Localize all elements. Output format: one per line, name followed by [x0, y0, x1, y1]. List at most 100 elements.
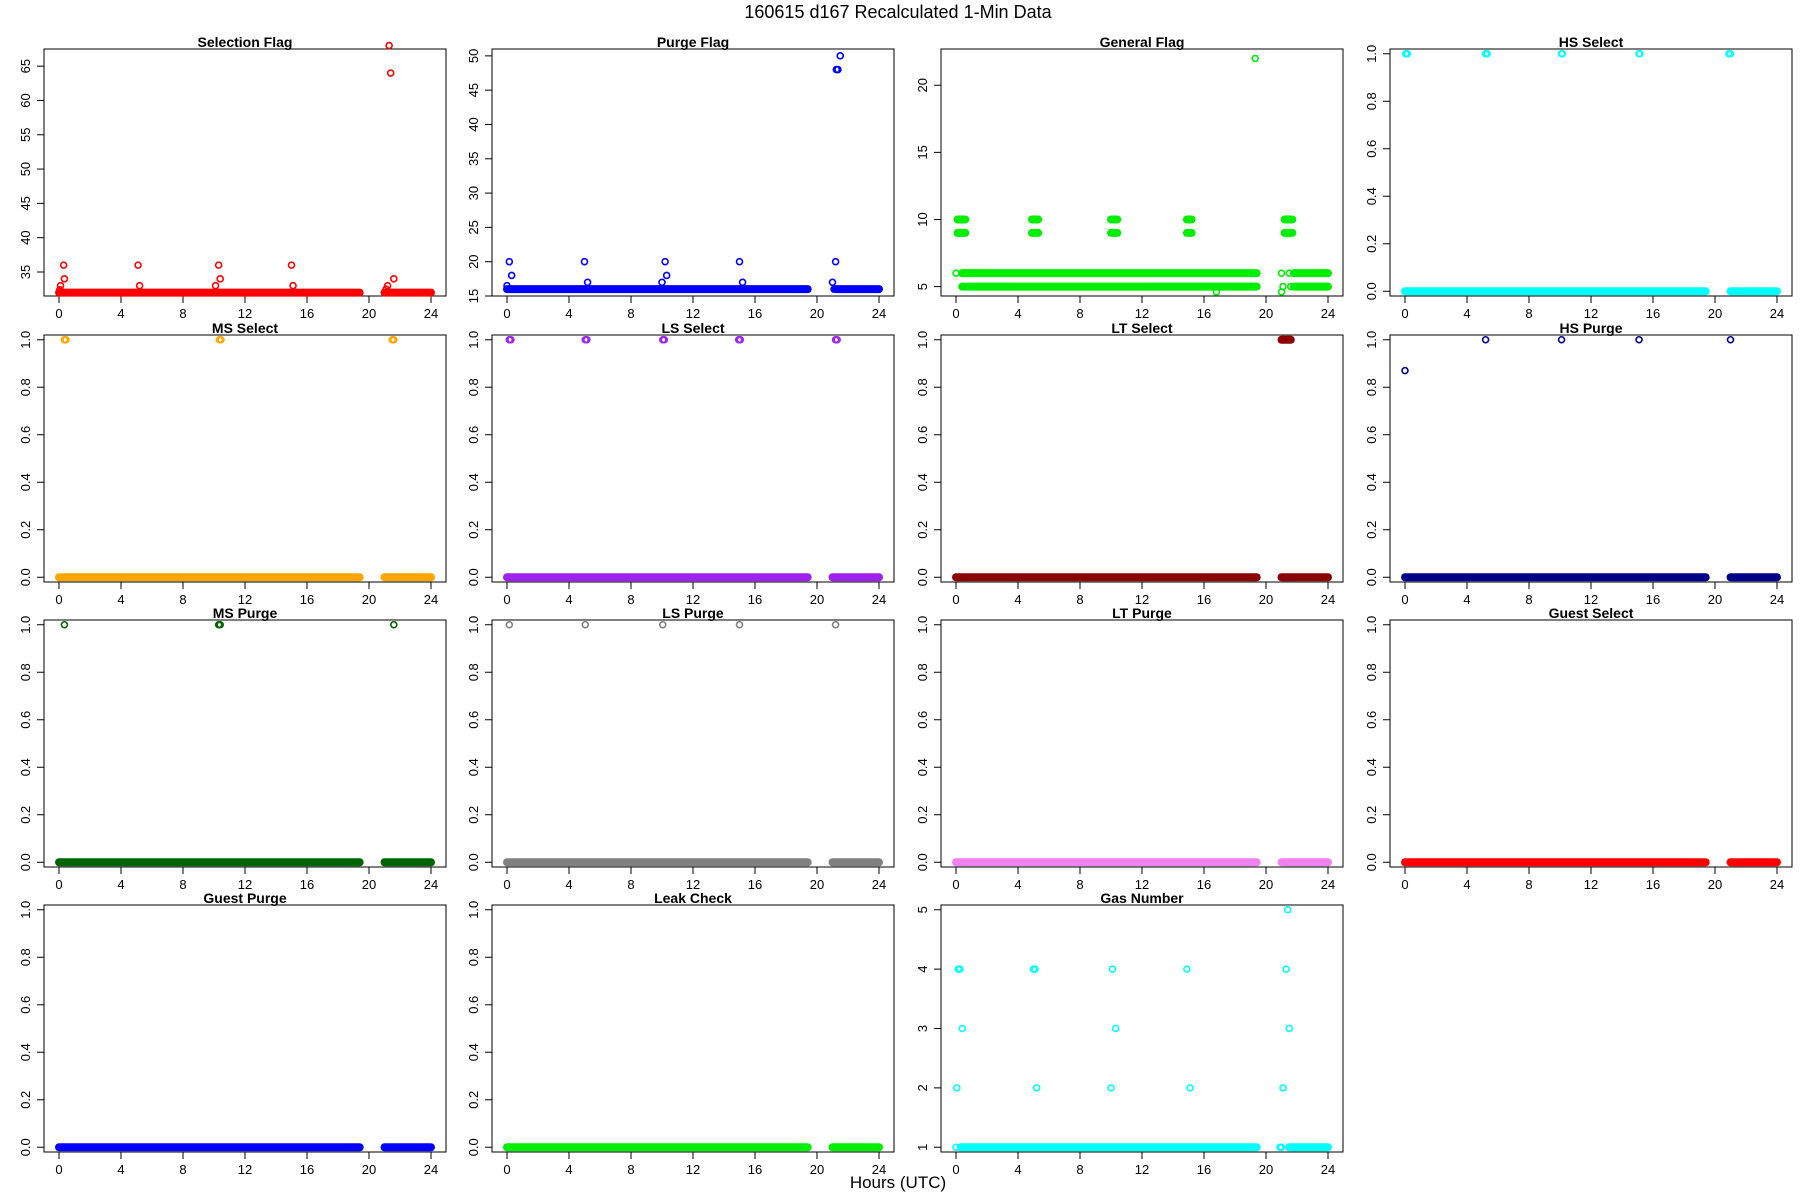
x-tick-label: 4 — [117, 877, 124, 892]
panel-lt-purge: LT Purge 0 4 8 12 16 20 24 0.0 0.2 0.4 0.6 0.8 1.0 — [915, 605, 1344, 892]
y-tick-label: 0.2 — [466, 806, 481, 824]
x-tick-label: 8 — [627, 1162, 634, 1177]
x-tick-label: 4 — [1014, 877, 1021, 892]
y-tick-label: 0.2 — [1364, 235, 1379, 253]
x-tick-label: 24 — [424, 592, 438, 607]
data-point — [60, 275, 69, 283]
panel-title: Purge Flag — [657, 34, 729, 50]
y-tick-label: 0.4 — [1364, 187, 1379, 205]
y-tick-label: 0.0 — [466, 568, 481, 586]
data-point — [836, 52, 845, 60]
plot-frame — [940, 334, 1344, 583]
x-tick-label: 12 — [686, 877, 700, 892]
data-point — [1108, 965, 1117, 973]
x-tick-label: 8 — [627, 306, 634, 321]
data-point — [389, 620, 398, 629]
data-point — [1212, 288, 1221, 296]
y-tick-label: 1.0 — [1364, 331, 1379, 349]
y-tick-label: 35 — [18, 265, 33, 279]
x-tick-label: 12 — [1135, 877, 1149, 892]
x-tick-label: 16 — [1197, 1162, 1211, 1177]
panel-ls-purge: LS Purge 0 4 8 12 16 20 24 0.0 0.2 0.4 0.6 0.8 1.0 — [466, 605, 895, 892]
panel-title: Gas Number — [1100, 890, 1184, 906]
panel-leak-check: Leak Check 0 4 8 12 16 20 24 0.0 0.2 0.4 0.6 0.8 1.0 — [466, 890, 895, 1177]
x-tick-label: 24 — [1321, 877, 1335, 892]
y-tick-label: 40 — [18, 230, 33, 244]
y-tick-label: 2 — [915, 1084, 930, 1091]
x-tick-label: 4 — [1463, 592, 1470, 607]
x-tick-label: 8 — [1076, 1162, 1083, 1177]
y-tick-label: 0.6 — [466, 426, 481, 444]
data-point — [735, 257, 744, 266]
data-point — [59, 261, 68, 269]
panel-title: LS Purge — [662, 605, 724, 621]
y-tick-label: 0.8 — [915, 663, 930, 681]
x-tick-label: 12 — [1135, 306, 1149, 321]
y-tick-label: 1.0 — [18, 901, 33, 919]
y-tick-label: 0.0 — [466, 1138, 481, 1156]
y-tick-label: 0.0 — [1364, 853, 1379, 871]
y-tick-label: 0.0 — [466, 853, 481, 871]
x-tick-label: 8 — [179, 1162, 186, 1177]
x-tick-label: 24 — [1321, 1162, 1335, 1177]
x-tick-label: 4 — [565, 592, 572, 607]
y-tick-label: 0.2 — [18, 806, 33, 824]
data-point — [389, 275, 398, 283]
y-tick-label: 0.2 — [18, 521, 33, 539]
plot-frame — [940, 619, 1344, 868]
data-point — [1635, 335, 1643, 344]
y-tick-label: 50 — [18, 162, 33, 176]
x-tick-label: 0 — [503, 306, 510, 321]
y-tick-label: 50 — [466, 49, 481, 63]
data-point — [383, 281, 392, 290]
plot-frame — [1389, 48, 1793, 297]
x-tick-label: 16 — [1646, 877, 1660, 892]
x-tick-label: 24 — [872, 592, 886, 607]
plot-frame — [940, 904, 1344, 1153]
data-point — [287, 261, 296, 269]
x-tick-label: 12 — [238, 306, 252, 321]
data-point — [507, 271, 516, 280]
x-tick-label: 20 — [1708, 877, 1722, 892]
y-tick-label: 15 — [915, 145, 930, 159]
x-tick-label: 16 — [748, 877, 762, 892]
x-tick-label: 12 — [1584, 306, 1598, 321]
data-point — [135, 281, 144, 290]
x-tick-label: 8 — [179, 306, 186, 321]
plot-frame — [43, 334, 447, 583]
y-tick-label: 0.2 — [915, 806, 930, 824]
x-tick-label: 20 — [362, 306, 376, 321]
plot-frame — [491, 619, 895, 868]
data-point — [1558, 49, 1567, 58]
y-tick-label: 0.6 — [1364, 140, 1379, 158]
data-point — [1726, 335, 1735, 344]
y-tick-label: 1.0 — [466, 331, 481, 349]
panel-title: MS Select — [212, 320, 278, 336]
y-tick-label: 15 — [466, 289, 481, 303]
y-tick-label: 0.6 — [1364, 711, 1379, 729]
data-point — [830, 285, 838, 293]
panel-title: Leak Check — [654, 890, 732, 906]
x-tick-label: 16 — [300, 1162, 314, 1177]
x-tick-label: 16 — [1197, 592, 1211, 607]
x-tick-label: 20 — [1259, 877, 1273, 892]
data-point — [1277, 1143, 1286, 1152]
x-tick-label: 4 — [1014, 1162, 1021, 1177]
y-tick-label: 0.0 — [915, 853, 930, 871]
y-tick-label: 0.4 — [915, 473, 930, 491]
x-tick-label: 12 — [1584, 592, 1598, 607]
x-tick-label: 24 — [872, 877, 886, 892]
x-tick-label: 16 — [1646, 306, 1660, 321]
data-point — [660, 335, 669, 344]
y-tick-label: 0.2 — [466, 521, 481, 539]
y-tick-label: 0.6 — [915, 711, 930, 729]
plot-frame — [1389, 619, 1793, 868]
data-point — [134, 261, 142, 269]
data-point — [952, 1084, 961, 1092]
x-tick-label: 8 — [1525, 877, 1532, 892]
x-tick-label: 24 — [872, 1162, 886, 1177]
data-point — [831, 257, 840, 266]
x-tick-label: 20 — [362, 877, 376, 892]
x-tick-label: 16 — [1197, 877, 1211, 892]
